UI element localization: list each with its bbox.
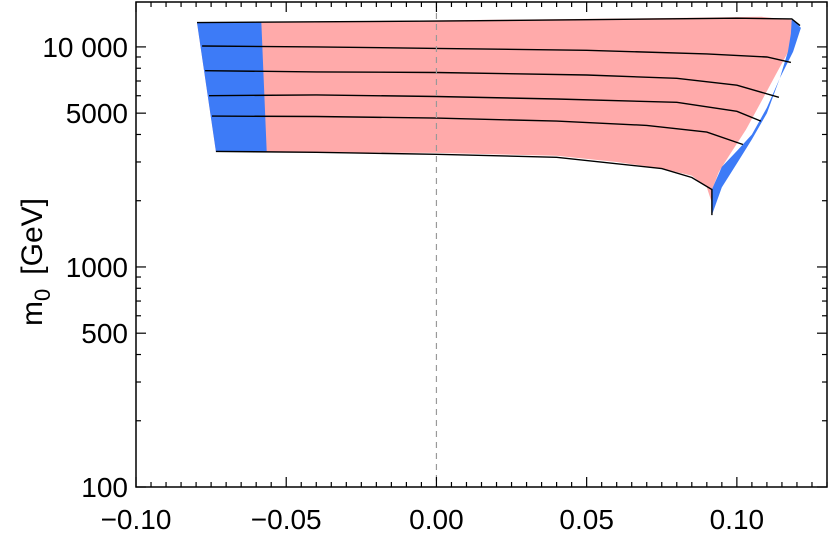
blue-region-2 (711, 18, 801, 216)
contour-line-1 (202, 45, 792, 64)
y-tick-label: 500 (81, 318, 128, 349)
x-tick-label: −0.10 (101, 504, 172, 533)
contour-line-4 (211, 115, 744, 146)
y-tick-label: 10 000 (42, 32, 128, 63)
y-axis-label-unit: [GeV] (16, 198, 49, 275)
x-tick-label: 0.05 (559, 504, 614, 533)
tick-labels-layer: −0.10 −0.05 0.00 0.05 0.10 100 500 1000 5000 10 0… (42, 32, 765, 535)
blue-region-1 (197, 21, 267, 152)
x-tick-label: 0.10 (710, 504, 765, 533)
contour-line-3 (208, 94, 762, 122)
regions-layer (197, 16, 801, 216)
contours-layer (196, 17, 801, 216)
pink-region-0 (197, 16, 800, 216)
y-tick-label: 1000 (66, 252, 128, 283)
y-tick-label: 100 (81, 472, 128, 503)
x-tick-label: 0.00 (409, 504, 464, 533)
x-tick-label: −0.05 (251, 504, 322, 533)
contour-line-0 (196, 17, 801, 27)
y-axis-label-subscript: 0 (30, 289, 55, 301)
y-axis-label-main: m (16, 301, 49, 326)
contour-line-5 (215, 150, 713, 216)
contour-line-2 (205, 70, 780, 98)
y-tick-label: 5000 (66, 98, 128, 129)
y-axis-label: m0 [GeV] (16, 198, 55, 326)
ticks-layer (135, 2, 828, 488)
